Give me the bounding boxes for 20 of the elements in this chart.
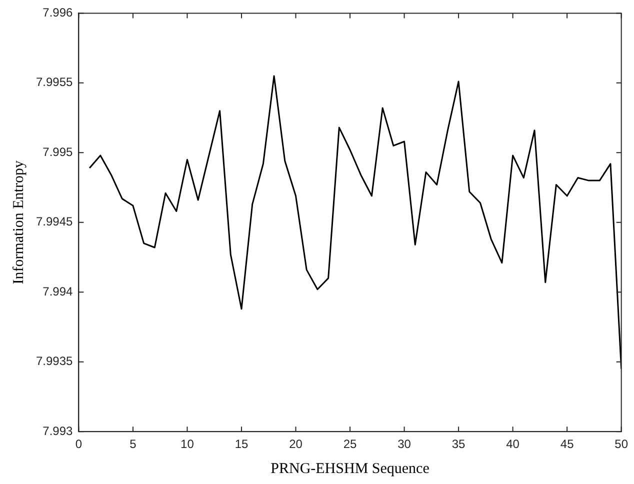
x-tick-label: 35 xyxy=(452,437,466,452)
x-tick-label: 50 xyxy=(614,437,628,452)
x-tick-label: 20 xyxy=(289,437,303,452)
x-tick-label: 15 xyxy=(234,437,248,452)
x-axis-title: PRNG-EHSHM Sequence xyxy=(270,460,430,477)
y-tick-label: 7.9945 xyxy=(36,214,74,229)
x-tick-label: 25 xyxy=(343,437,358,452)
x-tick-label: 40 xyxy=(506,437,520,452)
x-tick-label: 0 xyxy=(75,437,82,452)
y-tick-label: 7.994 xyxy=(42,284,74,298)
y-tick-label: 7.9935 xyxy=(36,354,74,368)
y-tick-label: 7.993 xyxy=(42,424,74,438)
y-tick-label: 7.995 xyxy=(42,144,74,159)
x-tick-label: 5 xyxy=(130,437,137,452)
y-tick-label: 7.996 xyxy=(42,6,74,20)
x-tick-label: 10 xyxy=(180,437,194,452)
y-tick-label: 7.9955 xyxy=(36,75,74,90)
x-tick-label: 45 xyxy=(560,437,574,452)
x-tick-label: 30 xyxy=(398,437,412,452)
y-axis-title: Information Entropy xyxy=(10,160,27,284)
